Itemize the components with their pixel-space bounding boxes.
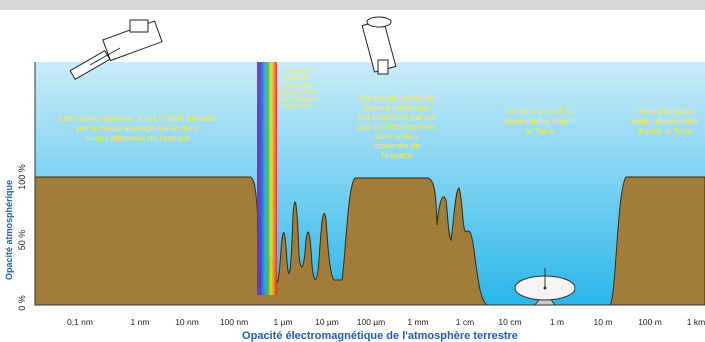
top-bar	[0, 0, 705, 10]
x-tick-label: 10 m	[594, 317, 613, 327]
annotation-line: La grande partie du	[360, 93, 434, 103]
annotation-line: O n d e s r a d i o	[507, 106, 572, 116]
visible-spectrum	[257, 62, 277, 295]
annotation-line: distorsions	[283, 104, 312, 110]
x-tick-label: 10 µm	[315, 317, 339, 327]
annotation-line: mieux observés de l'espace	[86, 133, 191, 143]
annotation-line: La lumière	[283, 69, 312, 75]
annotation-line: avec quelques	[278, 97, 317, 103]
x-tick-label: 10 nm	[175, 317, 199, 327]
x-tick-label: 0,1 nm	[67, 317, 93, 327]
x-tick-label: 100 m	[638, 317, 662, 327]
annotation-line: observée de	[374, 141, 421, 151]
annotation-line: visible est	[284, 76, 311, 82]
diagram: 100 % 50 % 0 % Opacité atmosphérique 0,1 nm 1…	[0, 0, 705, 342]
annotation-line: gaz de l'atmosphère,	[358, 122, 437, 132]
annotation-line: spectre infrarouge	[363, 103, 432, 113]
x-tick-label: 1 cm	[456, 317, 474, 327]
x-tick-label: 100 µm	[357, 317, 386, 327]
x-tick-label: 1 km	[687, 317, 705, 327]
y-axis-title: Opacité atmosphérique	[4, 180, 14, 280]
annotation-line: observables depuis	[503, 116, 576, 126]
annotation-line: l'espace	[382, 150, 413, 160]
annotation-line: radio observables	[631, 116, 698, 126]
annotation-line: Les rayons gamma, X et UV sont bloqués	[60, 113, 217, 123]
annotation-line: observable	[282, 83, 312, 89]
page: {"y_axis": {"title": "Opacité atmosphéri…	[0, 0, 705, 342]
x-tick-label: 1 nm	[131, 317, 150, 327]
x-tick-label: 10 cm	[498, 317, 521, 327]
annotation-line: depuis la Terre	[277, 90, 317, 96]
x-tick-label: 100 nm	[220, 317, 248, 327]
annotation-line: la Terre	[526, 126, 554, 136]
x-tick-label: 1 mm	[407, 317, 428, 327]
annotation-line: Ondes longues	[636, 106, 693, 116]
annotation-line: par la haute atmosphère et donc	[77, 123, 200, 133]
annotation-line: depuis la Terre	[637, 126, 693, 136]
x-axis-title: Opacité électromagnétique de l'atmosphèr…	[242, 330, 518, 342]
x-tick-label: 1 µm	[273, 317, 292, 327]
x-tick-label: 1 m	[550, 317, 564, 327]
annotation-line: est absorbée par les	[358, 112, 435, 122]
annotation-line: donc mieux	[375, 131, 419, 141]
y-tick-label: 0 %	[17, 295, 27, 311]
y-tick-label: 50 %	[17, 230, 27, 251]
y-tick-label: 100 %	[17, 164, 27, 190]
